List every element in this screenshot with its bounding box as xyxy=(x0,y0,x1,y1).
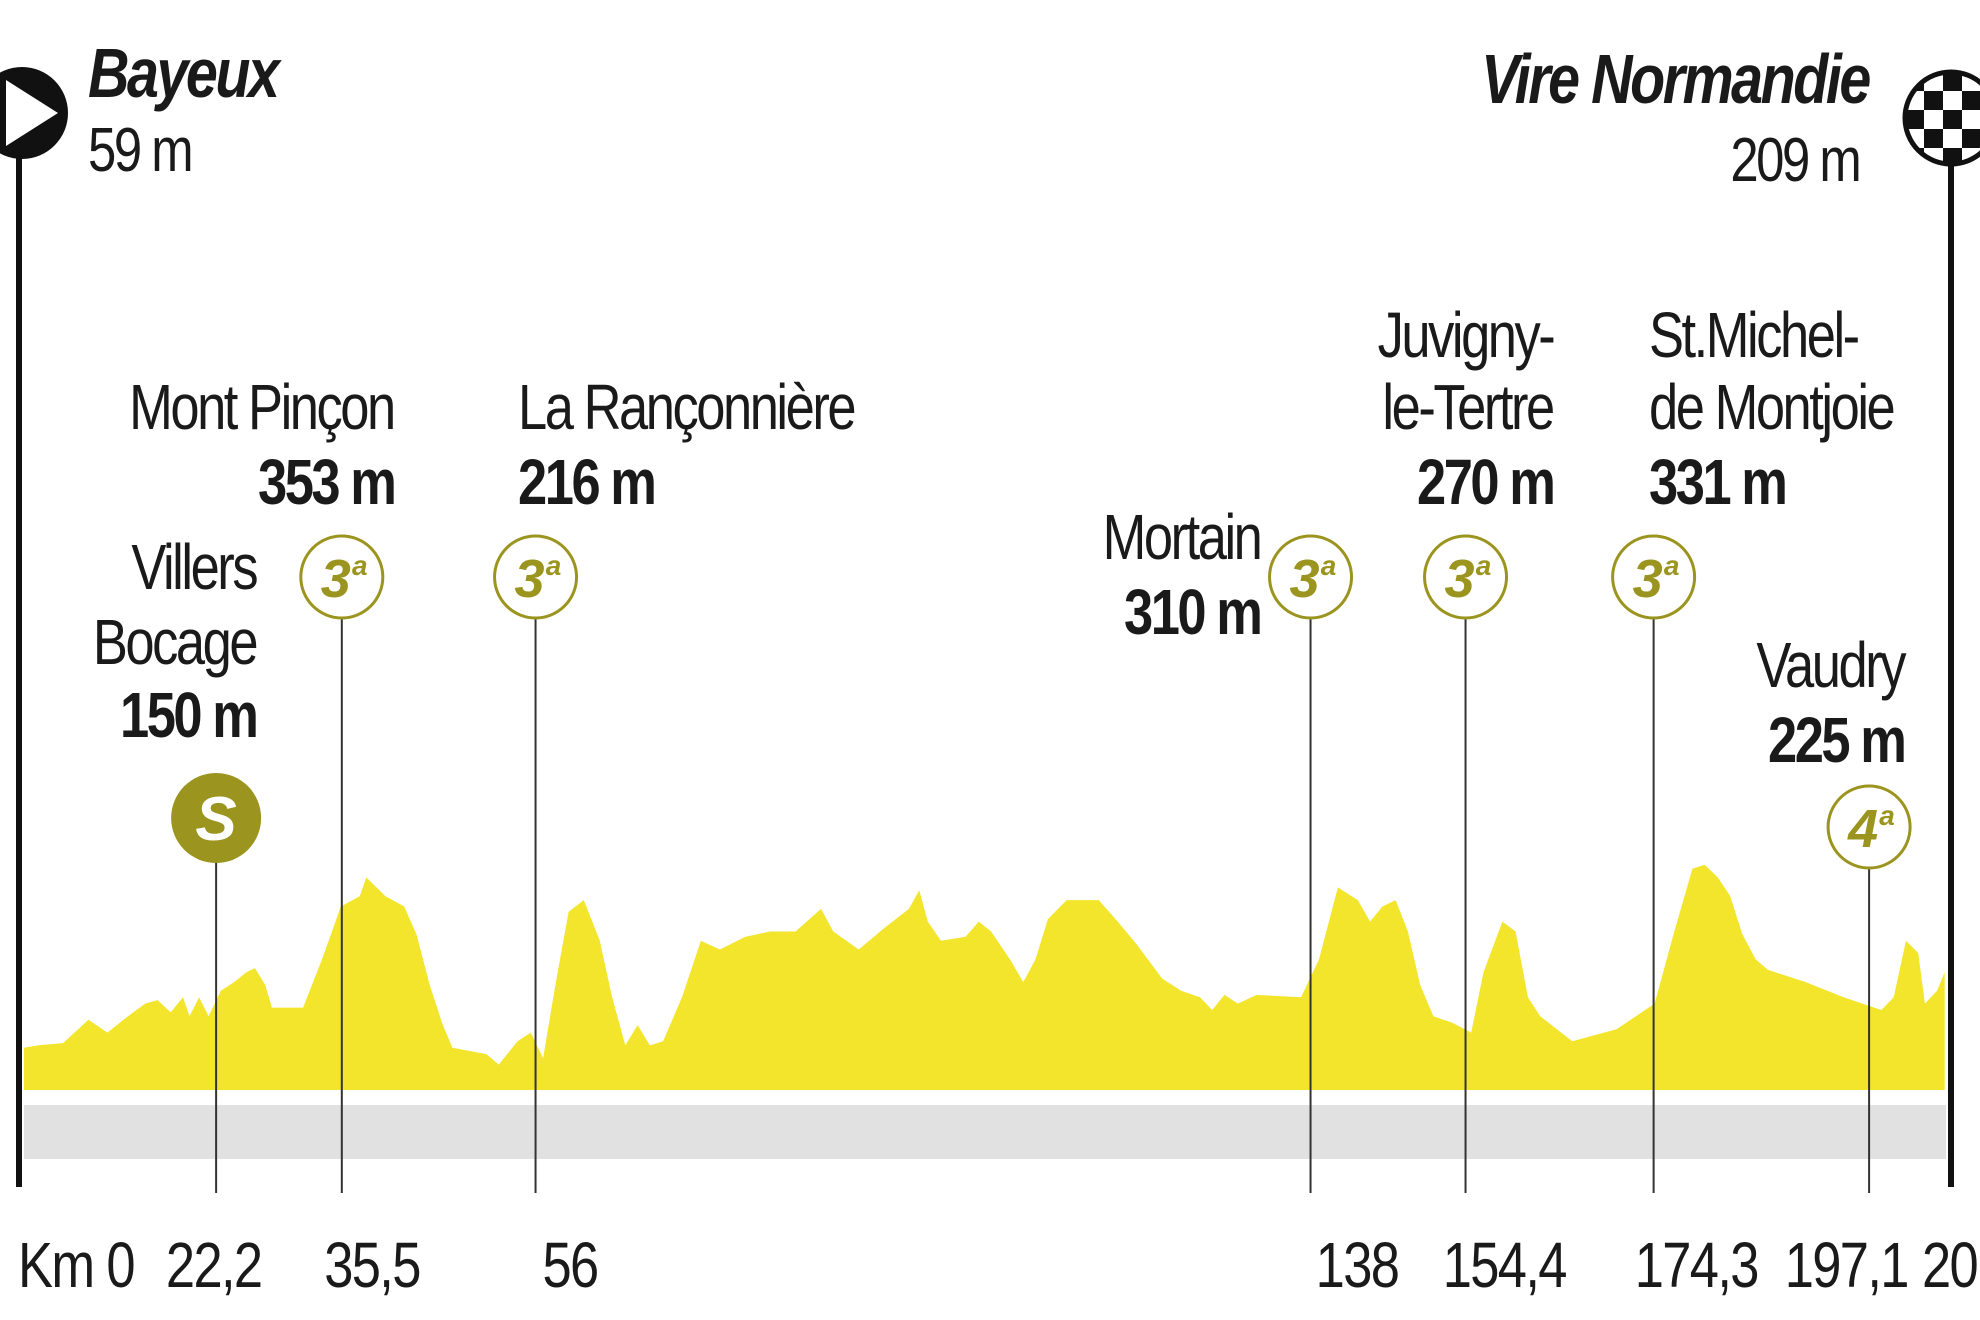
climb-category-number: 4 xyxy=(1847,799,1878,859)
climb-name-juvigny-line1: Juvigny- xyxy=(1377,299,1555,371)
elevation-area xyxy=(24,864,1945,1090)
checker-square xyxy=(1943,110,1962,129)
finish-altitude: 209 m xyxy=(1729,126,1861,195)
km-label-climb-5: 174,3 xyxy=(1634,1229,1760,1301)
climb-category-suffix: a xyxy=(1321,550,1337,581)
start-city-name: Bayeux xyxy=(88,34,280,112)
checkered-flag-icon xyxy=(1902,69,1980,167)
km-label-climb-2: 56 xyxy=(542,1229,599,1301)
climb-name-st-michel-line2: de Montjoie xyxy=(1649,371,1896,443)
sprint-symbol: S xyxy=(195,785,236,854)
sprint-name-line1: Villers xyxy=(131,531,258,603)
checker-square xyxy=(1943,129,1962,148)
checker-square xyxy=(1905,110,1924,129)
climb-category-suffix: a xyxy=(1879,800,1895,831)
climb-name-st-michel-line1: St.Michel- xyxy=(1649,299,1860,371)
climb-altitude-st-michel: 331 m xyxy=(1649,446,1788,518)
climb-category-suffix: a xyxy=(1476,550,1492,581)
climb-category-number: 3 xyxy=(515,549,545,609)
climb-category-number: 3 xyxy=(1290,549,1320,609)
climb-altitude-vaudry: 225 m xyxy=(1767,704,1906,776)
km-label-finish: 20 xyxy=(1922,1229,1979,1301)
km-label-climb-1: 35,5 xyxy=(324,1229,421,1301)
checker-square xyxy=(1924,129,1943,148)
checker-square xyxy=(1943,72,1962,91)
climb-name-mortain: Mortain xyxy=(1102,501,1262,573)
km-label-climb-4: 154,4 xyxy=(1442,1229,1568,1301)
checker-square xyxy=(1943,91,1962,110)
km-label-climb-3: 138 xyxy=(1315,1229,1400,1301)
sprint-icon: S xyxy=(171,773,262,863)
checker-square xyxy=(1962,91,1980,110)
checker-square xyxy=(1962,110,1980,129)
climb-name-juvigny-line2: le-Tertre xyxy=(1382,371,1556,443)
checker-square xyxy=(1943,148,1962,164)
climb-name-vaudry: Vaudry xyxy=(1756,629,1906,701)
climb-altitude-mortain: 310 m xyxy=(1123,576,1262,648)
km-label-climb-6: 197,1 xyxy=(1784,1229,1910,1301)
checker-square xyxy=(1962,129,1980,148)
checker-square xyxy=(1924,110,1943,129)
climb-altitude-la-ranconniere: 216 m xyxy=(518,446,657,518)
climb-altitude-juvigny: 270 m xyxy=(1416,446,1555,518)
climb-name-mont-pincon: Mont Pinçon xyxy=(129,371,396,443)
start-altitude: 59 m xyxy=(88,116,194,185)
km-label-sprint: 22,2 xyxy=(165,1229,263,1301)
km-label-start: Km 0 xyxy=(18,1229,136,1301)
climb-altitude-mont-pincon: 353 m xyxy=(257,446,396,518)
climb-category-suffix: a xyxy=(352,550,368,581)
start-flag-icon xyxy=(0,67,68,159)
sprint-altitude: 150 m xyxy=(119,679,258,751)
climb-category-number: 3 xyxy=(1445,549,1475,609)
sprint-name-line2: Bocage xyxy=(92,606,259,678)
climb-category-number: 3 xyxy=(1633,549,1663,609)
road-band xyxy=(24,1105,1946,1159)
climb-category-suffix: a xyxy=(546,550,562,581)
checker-square xyxy=(1924,91,1943,110)
climb-name-la-ranconniere: La Rançonnière xyxy=(518,371,857,443)
finish-city-name: Vire Normandie xyxy=(1481,40,1871,118)
climb-category-number: 3 xyxy=(321,549,351,609)
climb-category-suffix: a xyxy=(1664,550,1680,581)
